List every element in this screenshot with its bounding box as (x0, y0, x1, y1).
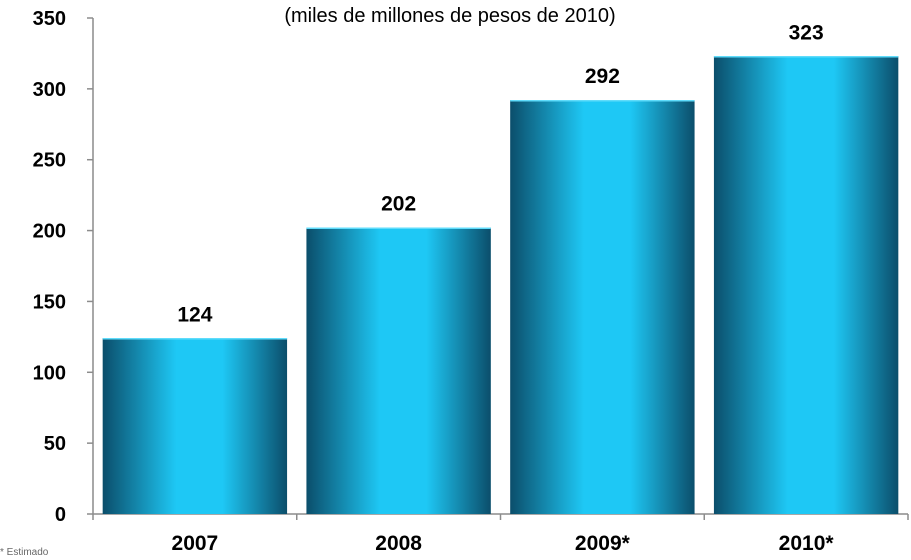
y-tick-label: 50 (44, 433, 66, 455)
x-tick-label: 2010* (779, 532, 835, 555)
data-label: 202 (381, 193, 416, 216)
footnote: * Estimado (0, 547, 49, 555)
y-tick-label: 0 (55, 504, 66, 526)
y-tick-label: 200 (33, 221, 66, 243)
y-tick-label: 100 (33, 362, 66, 384)
y-tick-label: 300 (33, 79, 66, 101)
bar (510, 100, 695, 515)
x-tick-label: 2009* (575, 532, 631, 555)
bar (713, 56, 899, 515)
y-tick-label: 250 (33, 150, 66, 172)
data-label: 323 (789, 21, 824, 44)
data-label: 124 (177, 303, 212, 326)
chart-subtitle: (miles de millones de pesos de 2010) (284, 5, 615, 27)
y-tick-label: 350 (33, 8, 66, 30)
y-tick-label: 150 (33, 291, 66, 313)
data-label: 292 (585, 65, 620, 88)
bar (306, 227, 491, 515)
x-tick-label: 2008 (375, 532, 422, 555)
bar (102, 338, 288, 514)
x-tick-label: 2007 (172, 532, 219, 555)
